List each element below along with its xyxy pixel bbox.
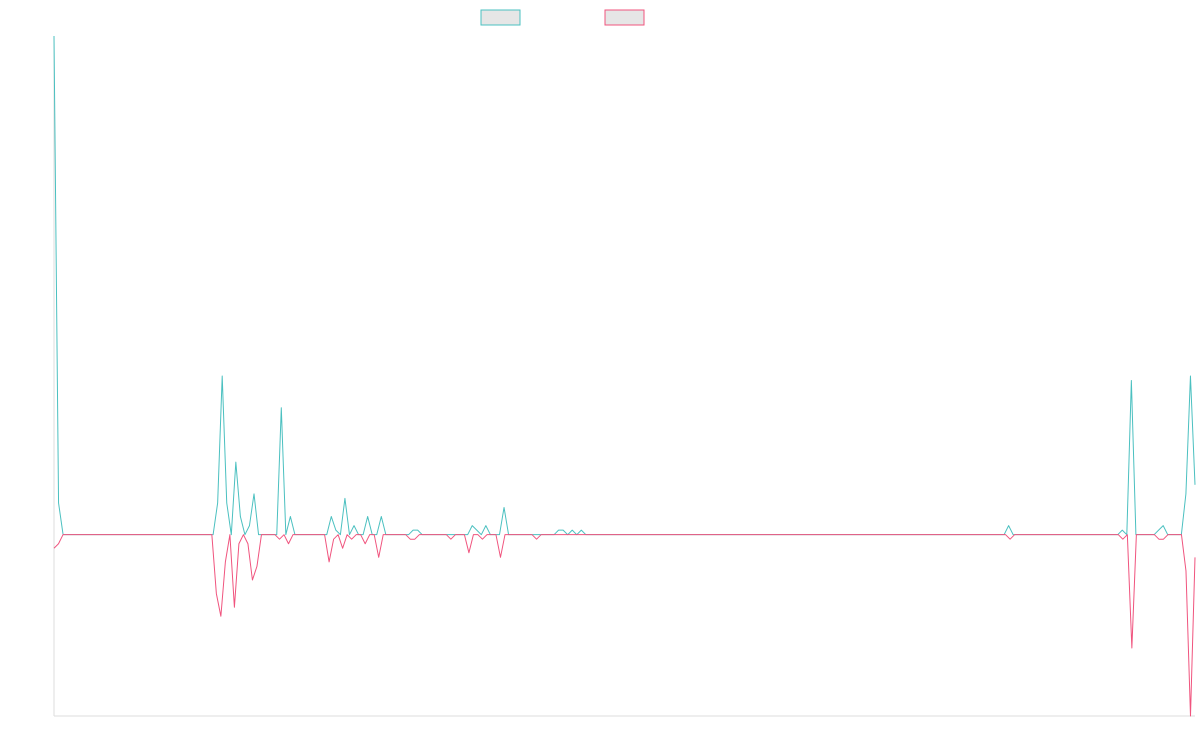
series-line-2: [53, 534, 1196, 717]
legend-swatch-1: [480, 9, 521, 26]
series-line-1: [53, 35, 1196, 536]
legend-swatch-2: [604, 9, 645, 26]
